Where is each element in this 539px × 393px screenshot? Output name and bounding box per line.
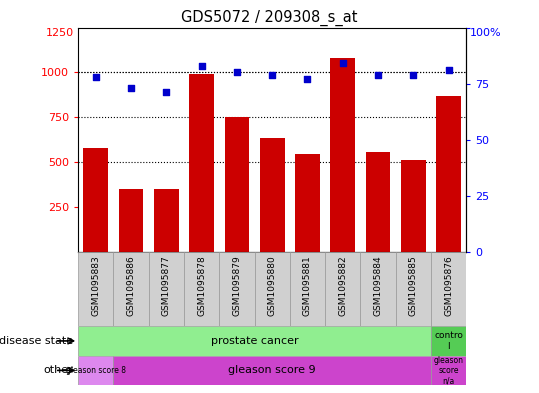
Bar <box>78 252 113 326</box>
Text: gleason score 9: gleason score 9 <box>229 365 316 375</box>
Point <box>233 69 241 75</box>
Point <box>338 60 347 66</box>
Bar <box>260 138 285 252</box>
Text: GSM1095882: GSM1095882 <box>338 255 347 316</box>
Text: disease state: disease state <box>0 336 73 346</box>
Text: prostate cancer: prostate cancer <box>211 336 299 346</box>
Bar <box>401 160 426 252</box>
Text: GSM1095878: GSM1095878 <box>197 255 206 316</box>
Bar <box>189 74 214 252</box>
Point <box>444 67 453 73</box>
Text: GDS5072 / 209308_s_at: GDS5072 / 209308_s_at <box>181 10 358 26</box>
Point <box>162 89 171 95</box>
Text: GSM1095880: GSM1095880 <box>268 255 277 316</box>
Bar <box>254 252 290 326</box>
Text: GSM1095883: GSM1095883 <box>91 255 100 316</box>
Text: GSM1095877: GSM1095877 <box>162 255 171 316</box>
Bar <box>361 252 396 326</box>
Point <box>303 76 312 82</box>
Bar <box>431 356 466 385</box>
Bar <box>325 252 361 326</box>
Text: GSM1095879: GSM1095879 <box>232 255 241 316</box>
Bar <box>330 58 355 252</box>
Text: 100%: 100% <box>470 28 502 37</box>
Bar <box>84 149 108 252</box>
Point <box>374 72 382 78</box>
Text: GSM1095876: GSM1095876 <box>444 255 453 316</box>
Bar <box>431 326 466 356</box>
Bar <box>225 117 249 252</box>
Bar <box>290 252 325 326</box>
Text: GSM1095886: GSM1095886 <box>127 255 136 316</box>
Bar <box>154 189 179 252</box>
Text: GSM1095885: GSM1095885 <box>409 255 418 316</box>
Bar <box>219 252 254 326</box>
Text: gleason
score
n/a: gleason score n/a <box>433 356 464 385</box>
Point <box>268 72 277 78</box>
Bar <box>365 152 390 252</box>
Text: contro
l: contro l <box>434 331 463 351</box>
Bar <box>184 252 219 326</box>
Text: gleason score 8: gleason score 8 <box>66 366 126 375</box>
Point <box>197 62 206 69</box>
Point <box>92 73 100 80</box>
Bar <box>113 356 431 385</box>
Point <box>409 72 418 78</box>
Bar <box>295 154 320 252</box>
Bar <box>149 252 184 326</box>
Text: other: other <box>43 365 73 375</box>
Text: 1250: 1250 <box>46 28 74 37</box>
Text: GSM1095884: GSM1095884 <box>374 255 383 316</box>
Bar <box>431 252 466 326</box>
Bar <box>113 252 149 326</box>
Text: GSM1095881: GSM1095881 <box>303 255 312 316</box>
Point <box>127 85 135 91</box>
Bar <box>78 356 113 385</box>
Bar <box>119 189 143 252</box>
Bar <box>396 252 431 326</box>
Bar <box>436 95 461 252</box>
